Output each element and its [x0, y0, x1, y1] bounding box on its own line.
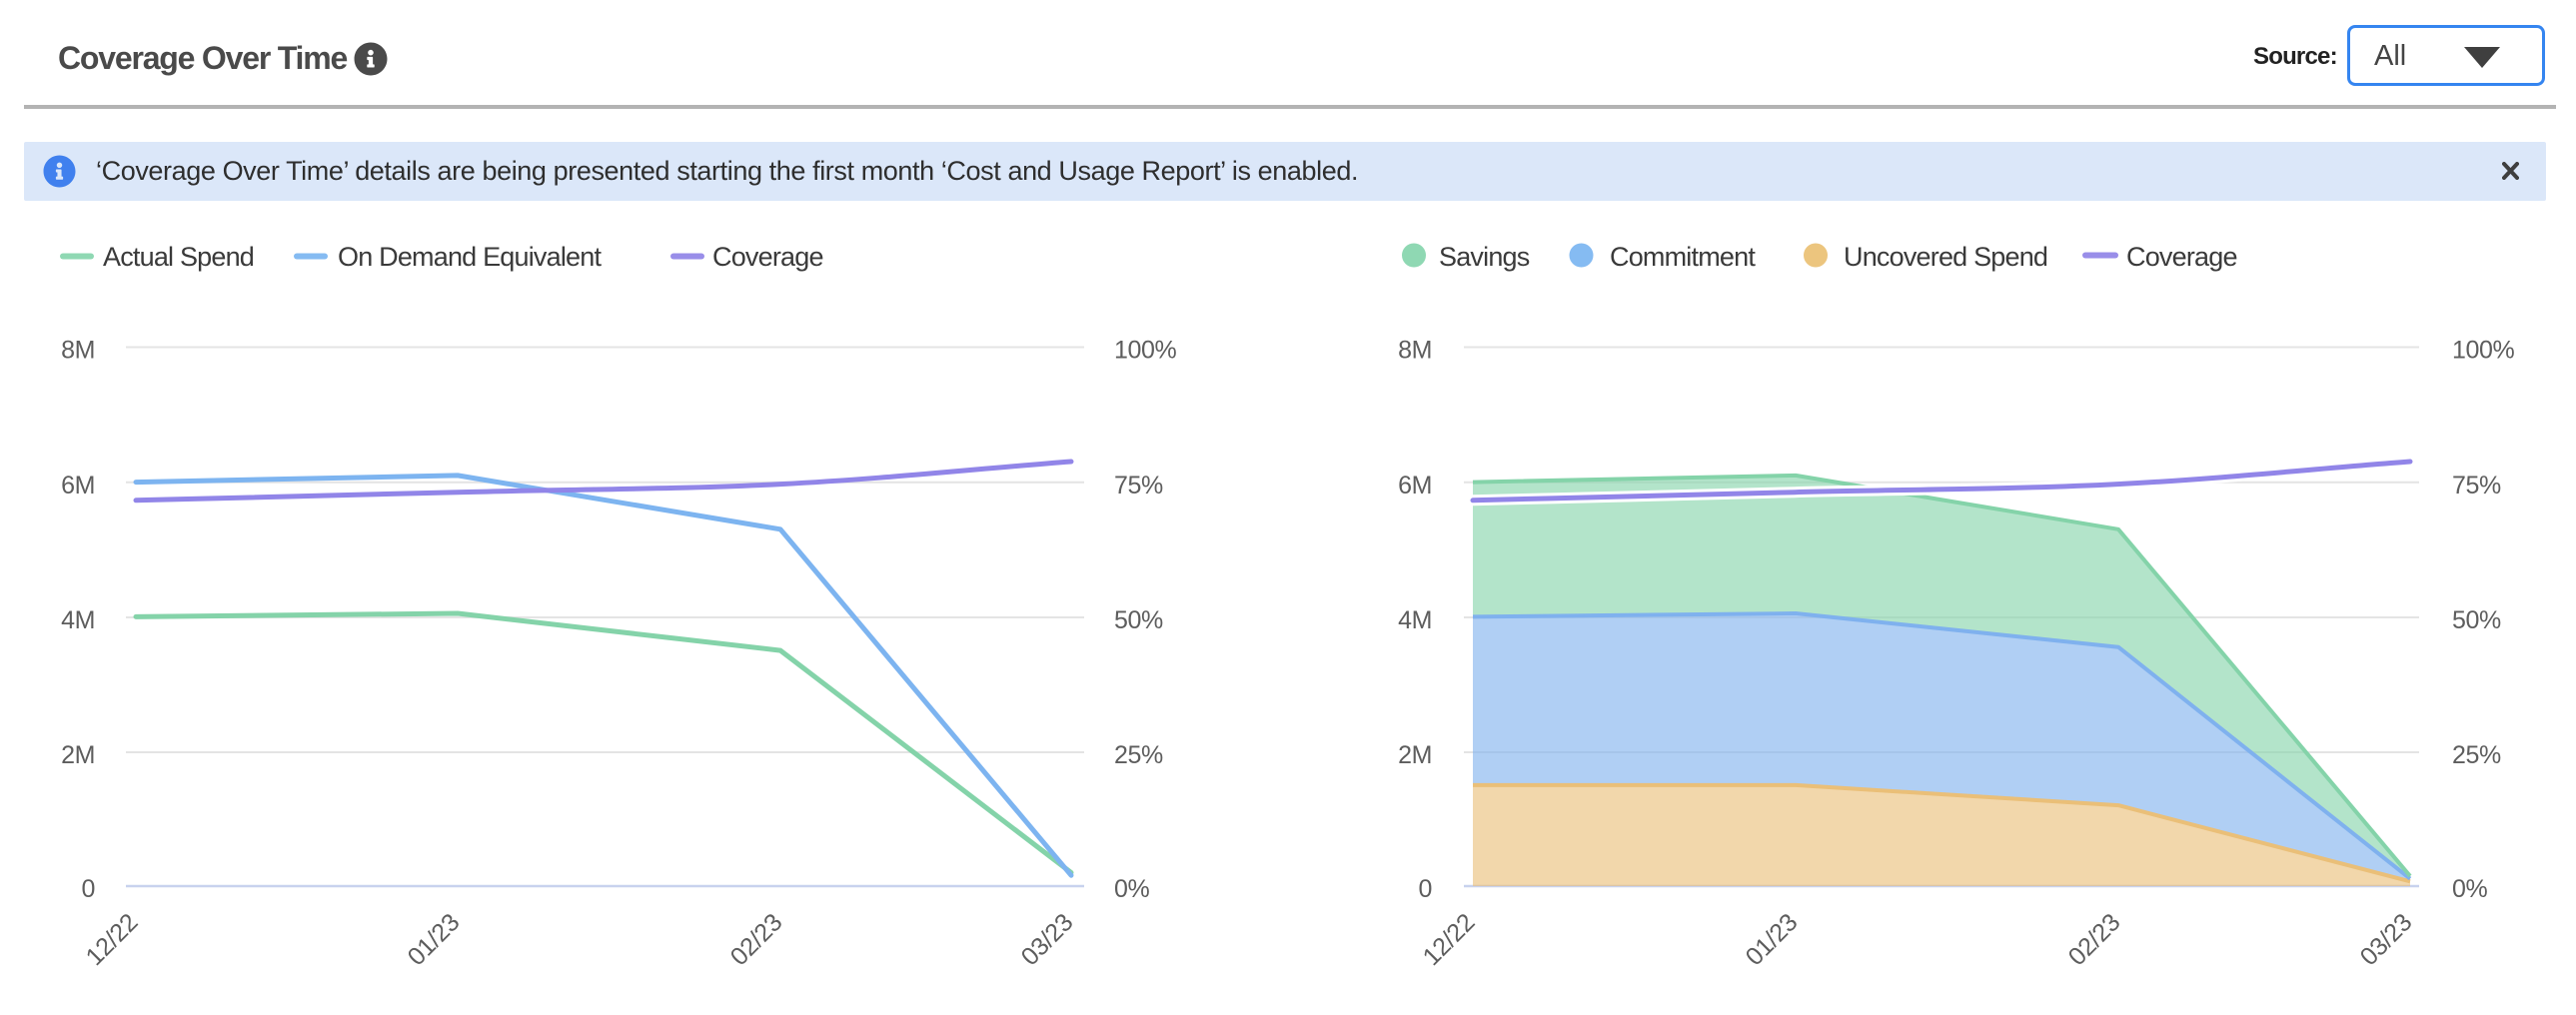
svg-text:75%: 75% [1114, 472, 1163, 500]
svg-text:02/23: 02/23 [2063, 908, 2126, 971]
svg-text:8M: 8M [61, 337, 95, 365]
svg-text:Coverage: Coverage [2126, 242, 2237, 272]
svg-text:8M: 8M [1398, 337, 1432, 365]
svg-text:75%: 75% [2452, 472, 2501, 500]
svg-text:Savings: Savings [1439, 242, 1530, 272]
svg-text:6M: 6M [1398, 472, 1432, 500]
svg-text:03/23: 03/23 [1016, 908, 1079, 971]
svg-text:01/23: 01/23 [403, 908, 466, 971]
svg-text:Coverage: Coverage [712, 242, 823, 272]
svg-text:Commitment: Commitment [1610, 242, 1756, 272]
svg-text:0: 0 [81, 875, 95, 903]
svg-text:Uncovered Spend: Uncovered Spend [1844, 242, 2047, 272]
svg-text:2M: 2M [61, 741, 95, 769]
svg-text:25%: 25% [2452, 741, 2501, 769]
svg-text:4M: 4M [1398, 606, 1432, 634]
svg-text:02/23: 02/23 [725, 908, 788, 971]
svg-text:12/22: 12/22 [1418, 908, 1481, 971]
svg-text:25%: 25% [1114, 741, 1163, 769]
svg-text:0%: 0% [1114, 875, 1150, 903]
svg-text:4M: 4M [61, 606, 95, 634]
svg-text:0: 0 [1418, 875, 1432, 903]
svg-text:100%: 100% [1114, 337, 1177, 365]
svg-text:2M: 2M [1398, 741, 1432, 769]
svg-text:Actual Spend: Actual Spend [103, 242, 254, 272]
svg-text:12/22: 12/22 [81, 908, 144, 971]
svg-text:01/23: 01/23 [1741, 908, 1804, 971]
svg-text:6M: 6M [61, 472, 95, 500]
svg-text:50%: 50% [2452, 606, 2501, 634]
svg-text:On Demand Equivalent: On Demand Equivalent [338, 242, 602, 272]
svg-text:100%: 100% [2452, 337, 2515, 365]
svg-text:50%: 50% [1114, 606, 1163, 634]
svg-text:03/23: 03/23 [2355, 908, 2418, 971]
svg-text:0%: 0% [2452, 875, 2488, 903]
